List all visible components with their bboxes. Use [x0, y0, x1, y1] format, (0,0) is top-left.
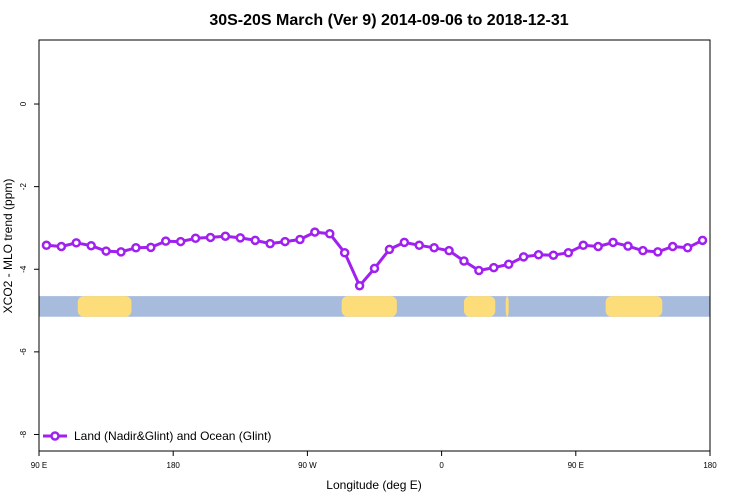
legend-label: Land (Nadir&Glint) and Ocean (Glint)	[74, 429, 271, 443]
data-point	[101, 246, 111, 256]
data-point	[131, 243, 141, 253]
data-point	[563, 247, 574, 258]
y-tick-label: -2	[19, 183, 28, 191]
data-point	[41, 240, 52, 251]
data-point	[280, 236, 290, 247]
land-patch	[463, 296, 496, 317]
data-point	[220, 231, 231, 241]
data-point	[414, 240, 424, 251]
x-tick-label: 90 E	[31, 461, 47, 470]
data-point	[667, 241, 678, 252]
data-point	[503, 259, 514, 270]
legend: Land (Nadir&Glint) and Ocean (Glint)	[43, 429, 271, 443]
y-axis: 0 -2 -4 -6 -8	[19, 101, 39, 438]
legend-marker	[50, 431, 60, 441]
data-point	[325, 228, 335, 239]
data-point	[578, 240, 589, 251]
data-point	[474, 265, 484, 276]
x-axis-label: Longitude (deg E)	[326, 478, 421, 492]
x-tick-label: 180	[703, 461, 717, 470]
data-point	[250, 235, 260, 246]
data-point	[653, 247, 663, 257]
data-point	[71, 238, 82, 248]
y-tick-label: -6	[19, 348, 28, 356]
series-line-layer	[46, 230, 704, 288]
data-point	[235, 233, 246, 243]
data-point	[518, 252, 529, 262]
land-patch	[77, 296, 132, 317]
data-point	[399, 237, 410, 248]
data-point	[310, 227, 320, 237]
data-point	[489, 262, 499, 273]
x-tick-label: 0	[439, 461, 444, 470]
data-point	[190, 233, 201, 244]
data-point	[593, 241, 603, 252]
y-axis-label: XCO2 - MLO trend (ppm)	[1, 179, 15, 314]
data-point	[339, 247, 350, 258]
data-point	[160, 236, 171, 246]
data-point	[459, 256, 469, 266]
data-point	[205, 232, 216, 243]
data-point	[429, 243, 439, 253]
data-point	[384, 244, 395, 255]
land-patch	[341, 296, 397, 317]
data-point	[548, 250, 559, 260]
data-point	[146, 242, 156, 253]
land-patch	[605, 296, 663, 317]
data-point	[608, 237, 618, 248]
y-tick-label: 0	[19, 101, 28, 106]
plot-frame	[38, 39, 711, 452]
land-patch	[505, 296, 509, 317]
x-tick-label: 90 E	[568, 461, 584, 470]
data-point	[623, 241, 633, 251]
data-point	[354, 281, 365, 291]
x-tick-label: 180	[167, 461, 181, 470]
data-point	[86, 240, 96, 251]
data-point	[444, 245, 454, 256]
data-point	[265, 238, 275, 249]
data-point	[369, 263, 380, 274]
land-ocean-mask	[39, 296, 710, 317]
data-point	[116, 247, 126, 257]
y-tick-label: -4	[19, 265, 28, 273]
series-line	[46, 230, 704, 288]
x-tick-label: 90 W	[298, 461, 317, 470]
data-point	[175, 236, 186, 247]
chart-title: 30S-20S March (Ver 9) 2014-09-06 to 2018…	[209, 12, 568, 29]
data-point	[295, 234, 305, 245]
data-point	[56, 241, 67, 252]
x-axis: 90 E 180 90 W 0 90 E 180	[31, 451, 717, 470]
series-point-layer	[41, 227, 708, 291]
data-point	[682, 243, 693, 253]
y-tick-label: -8	[19, 430, 28, 438]
data-point	[533, 250, 544, 260]
data-point	[697, 235, 708, 246]
data-point	[638, 245, 648, 256]
